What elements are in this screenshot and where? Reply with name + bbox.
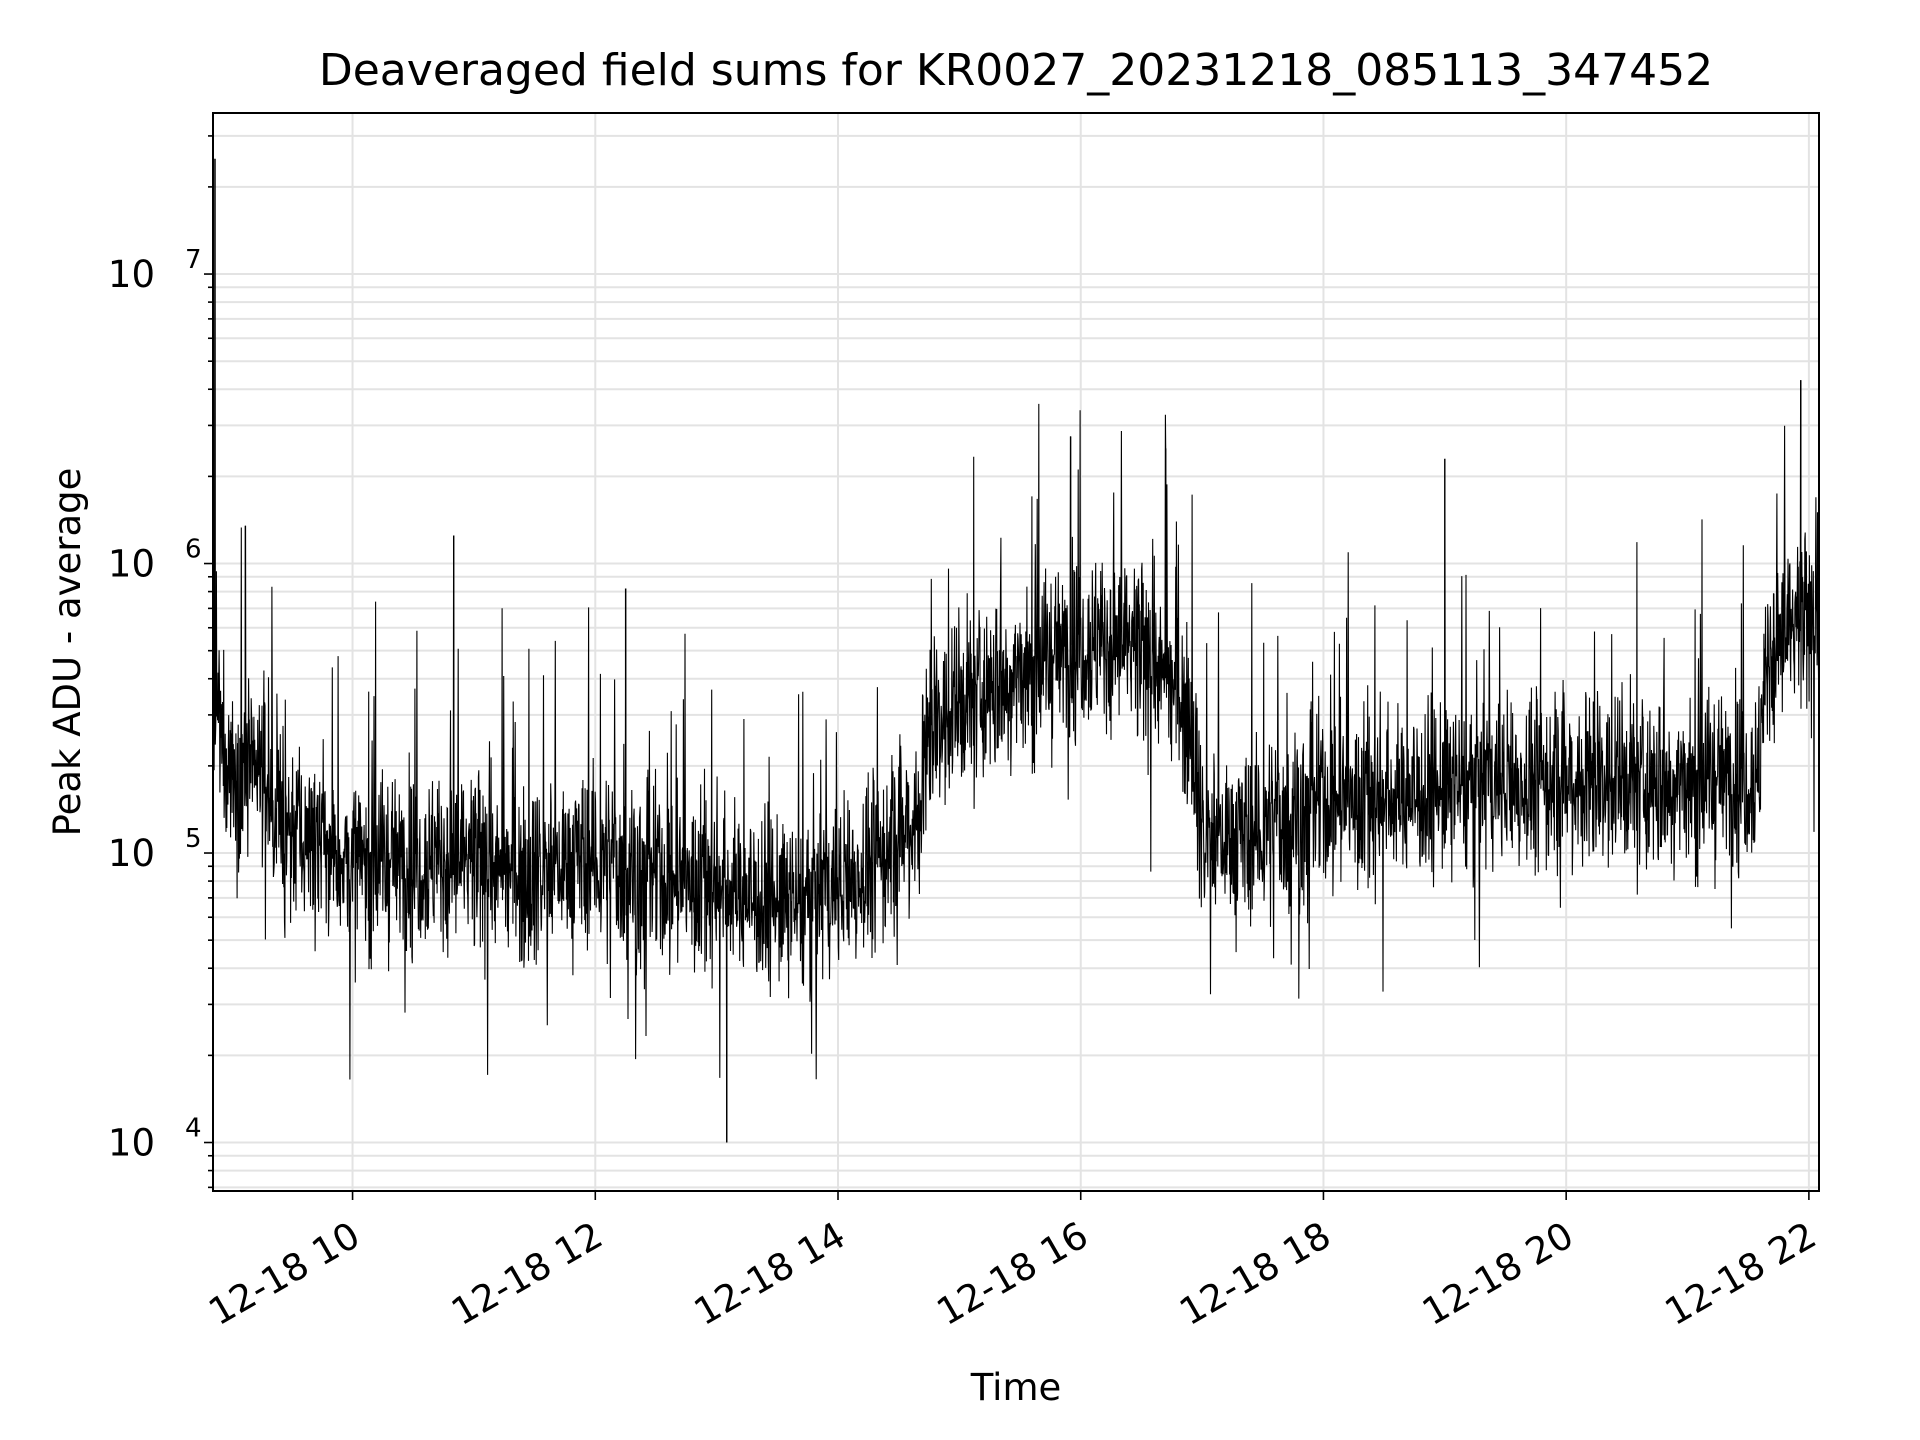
y-tick-label: 10 — [108, 1122, 155, 1165]
y-tick-label: 10 — [108, 543, 155, 586]
y-tick-exponent: 5 — [185, 824, 202, 854]
y-tick-exponent: 4 — [185, 1114, 202, 1144]
y-axis-label: Peak ADU - average — [46, 468, 89, 837]
plot-frame — [212, 112, 1820, 1192]
chart-title: Deaveraged field sums for KR0027_2023121… — [319, 45, 1713, 96]
y-tick-exponent: 6 — [185, 535, 202, 565]
series-line — [213, 158, 1819, 1143]
y-tick-label: 10 — [108, 832, 155, 875]
x-axis-label: Time — [970, 1366, 1062, 1409]
y-tick-exponent: 7 — [185, 245, 202, 275]
y-tick-label: 10 — [108, 253, 155, 296]
plot-area — [213, 158, 1819, 1143]
